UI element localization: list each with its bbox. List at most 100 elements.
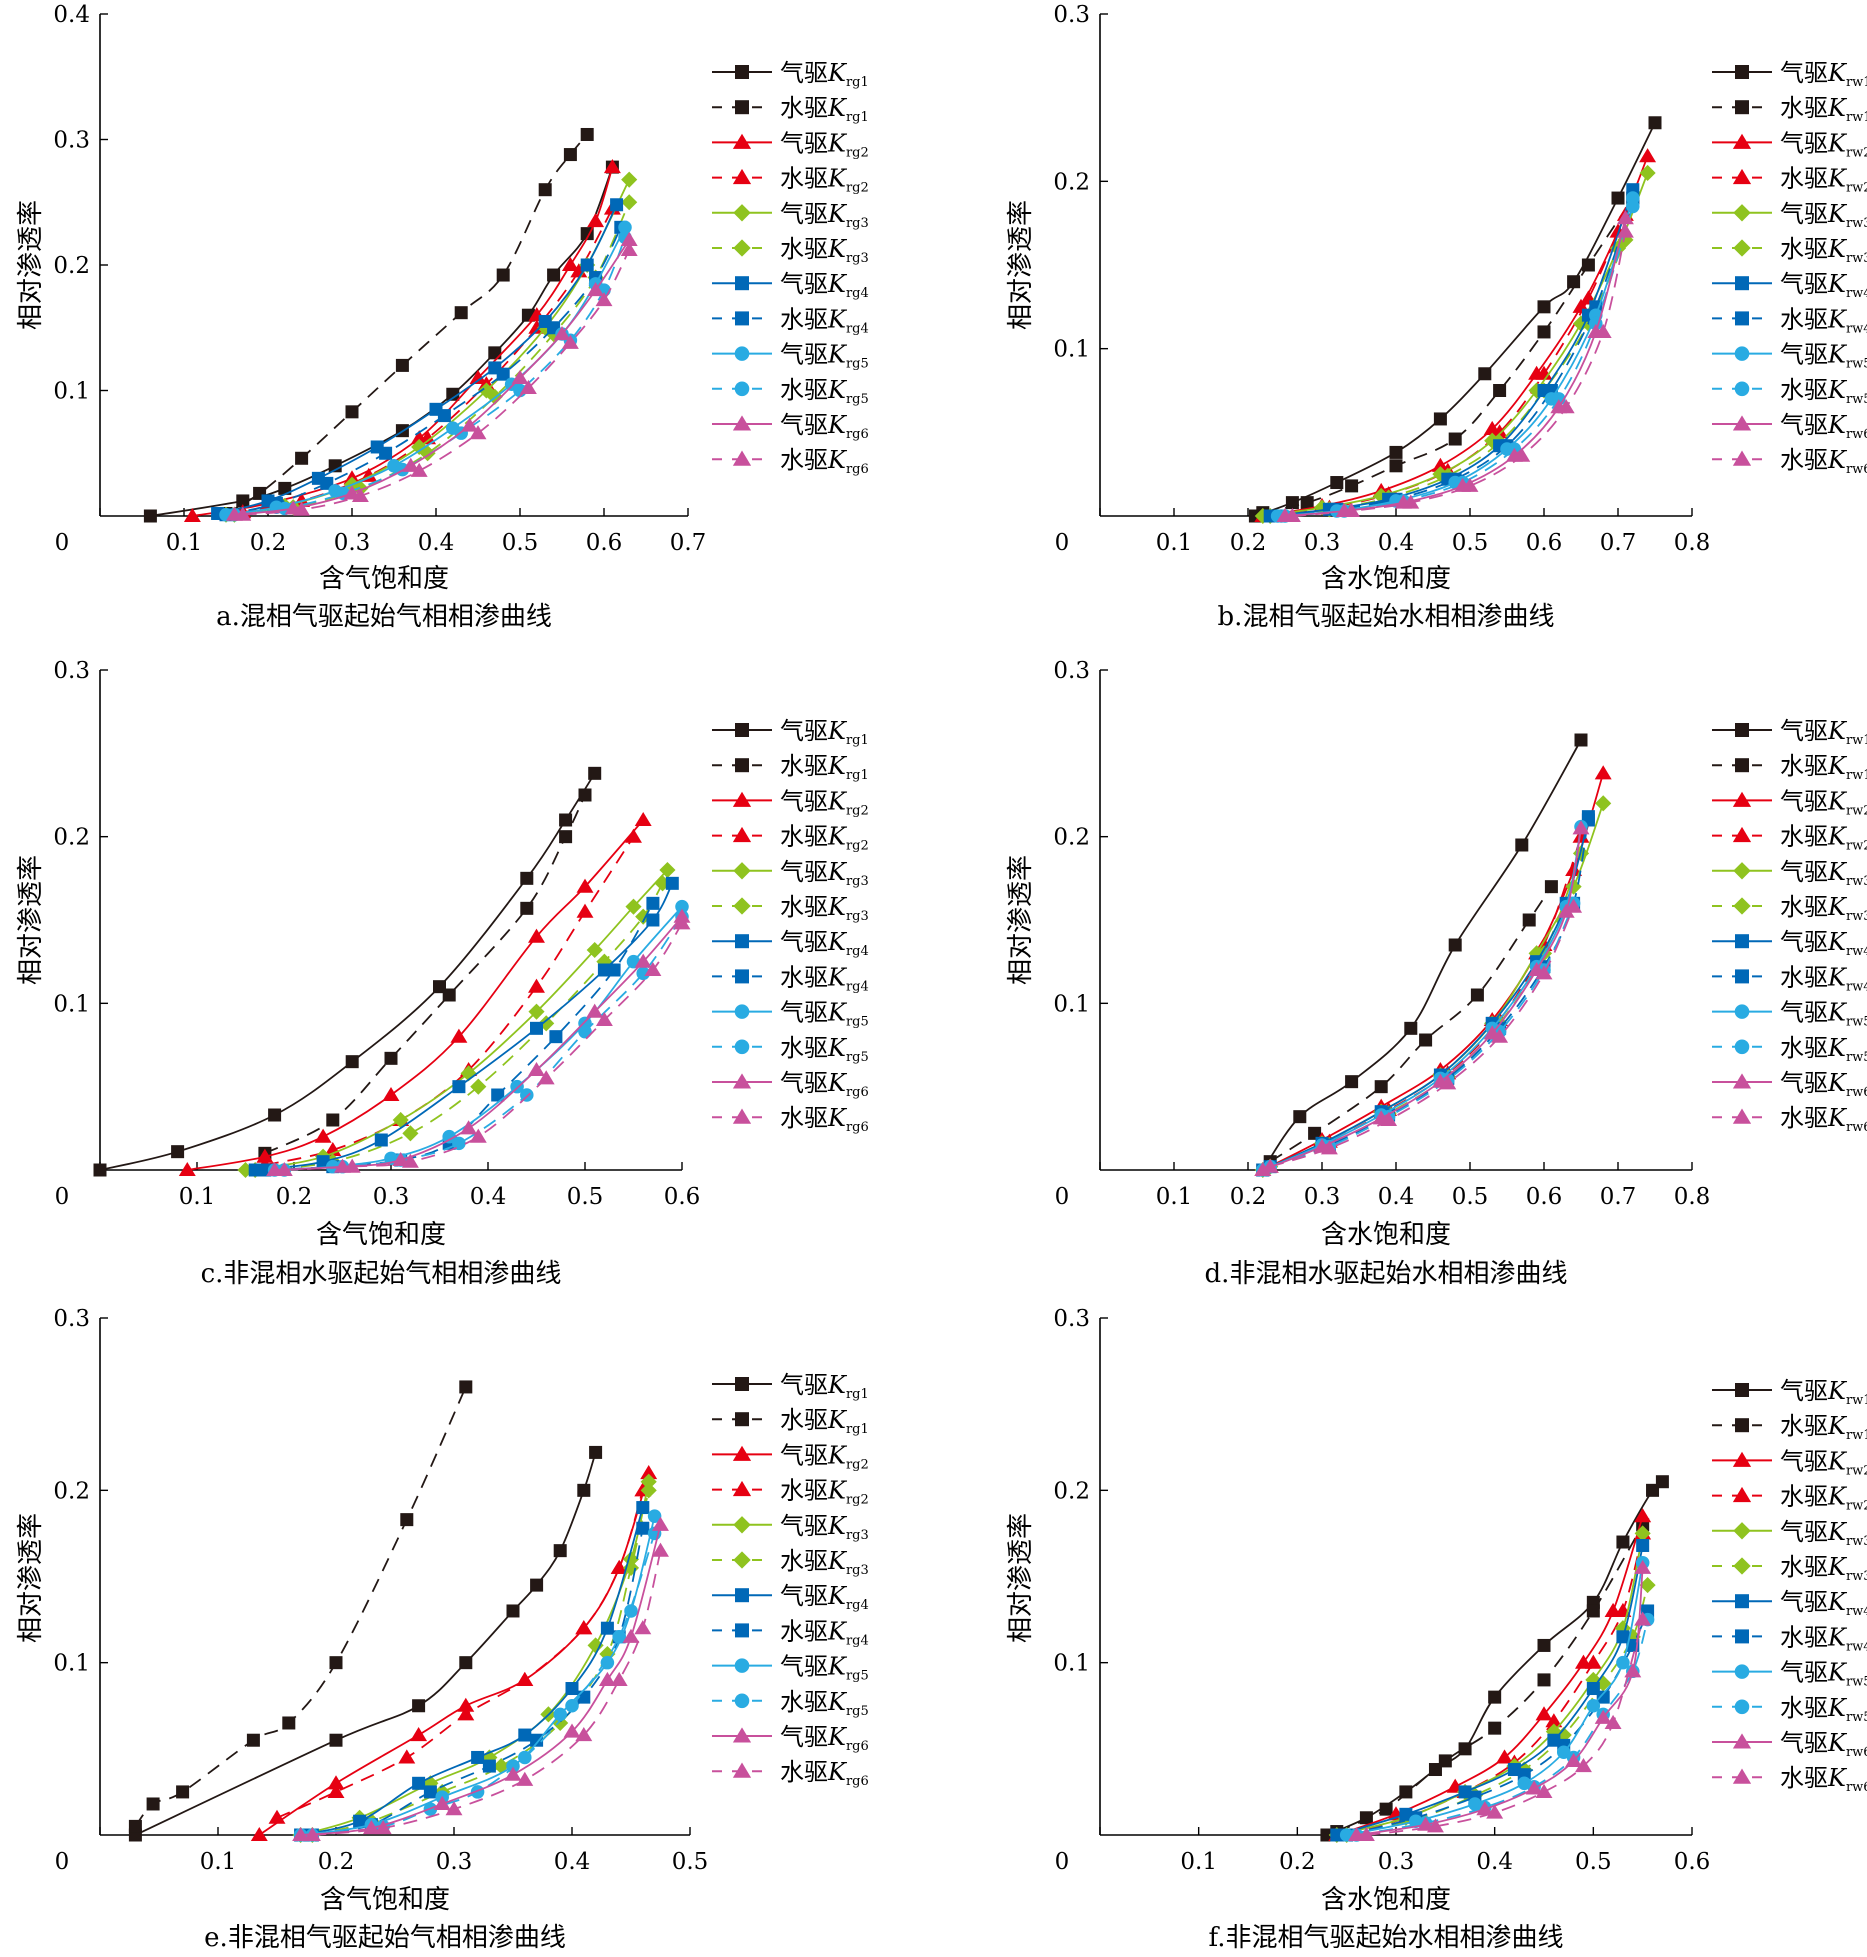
data-point bbox=[1448, 938, 1462, 952]
data-point bbox=[528, 1061, 545, 1077]
data-point bbox=[1404, 1021, 1418, 1035]
legend-item: 气驱Krg6 bbox=[712, 1723, 869, 1754]
legend-label: 气驱Krw6 bbox=[1780, 1729, 1867, 1760]
data-point bbox=[1438, 1754, 1452, 1768]
legend-marker bbox=[1735, 100, 1749, 115]
legend-label: 气驱Krg1 bbox=[780, 1371, 869, 1402]
legend-item: 水驱Krw3 bbox=[1712, 235, 1867, 266]
data-point bbox=[282, 1716, 296, 1730]
legend-label: 气驱Krw4 bbox=[1780, 270, 1867, 301]
y-tick-label: 0.3 bbox=[1053, 2, 1090, 28]
legend-marker bbox=[1734, 381, 1750, 397]
data-point bbox=[625, 828, 642, 843]
data-point bbox=[400, 1513, 414, 1527]
data-point bbox=[1417, 1816, 1435, 1831]
data-point bbox=[1308, 1126, 1322, 1140]
data-point bbox=[622, 1628, 640, 1643]
data-point bbox=[640, 1465, 658, 1480]
data-point bbox=[1537, 1638, 1551, 1652]
legend-marker bbox=[732, 1727, 752, 1743]
x-axis-label: 含气饱和度 bbox=[316, 1220, 446, 1250]
legend-marker bbox=[735, 100, 749, 115]
series-line bbox=[1269, 816, 1590, 1168]
data-point bbox=[634, 811, 652, 827]
data-point bbox=[423, 1785, 437, 1799]
data-point bbox=[586, 1003, 604, 1018]
legend-label: 气驱Krg3 bbox=[780, 858, 869, 889]
x-tick-label: 0.3 bbox=[334, 530, 371, 556]
x-tick-label: 0.5 bbox=[502, 530, 539, 556]
y-tick-label: 0.2 bbox=[1053, 1478, 1090, 1504]
legend: 气驱Krg1 水驱Krg1 气驱Krg2 水驱Krg2 气驱Krg3 水驱Krg3 气驱Kr… bbox=[712, 1371, 869, 1789]
x-tick-label: 0.2 bbox=[250, 530, 287, 556]
data-point bbox=[665, 876, 679, 890]
data-point bbox=[246, 1733, 260, 1747]
data-point bbox=[1594, 323, 1612, 338]
data-point bbox=[1611, 191, 1625, 205]
data-point bbox=[586, 941, 603, 959]
data-point bbox=[520, 871, 534, 885]
x-tick-label: 0.3 bbox=[1304, 1184, 1341, 1210]
legend-marker bbox=[734, 1658, 750, 1673]
data-point bbox=[314, 1128, 332, 1143]
data-point bbox=[636, 1521, 650, 1535]
legend-marker bbox=[1732, 133, 1752, 149]
legend-label: 水驱Krw6 bbox=[1780, 446, 1867, 477]
legend-label: 气驱Krw3 bbox=[1780, 200, 1867, 231]
data-point bbox=[1616, 223, 1634, 238]
data-point bbox=[345, 1055, 359, 1069]
legend-item: 水驱Krw4 bbox=[1712, 963, 1867, 994]
data-point bbox=[491, 1088, 505, 1102]
data-point bbox=[634, 953, 652, 968]
legend-item: 气驱Krw3 bbox=[1712, 1518, 1867, 1549]
data-point bbox=[275, 1161, 293, 1177]
x-tick-label: 0.5 bbox=[1452, 530, 1489, 556]
legend-label: 水驱Krg3 bbox=[780, 893, 869, 924]
series-水驱-rg1 bbox=[128, 1380, 473, 1833]
data-point bbox=[1486, 1804, 1504, 1819]
data-point bbox=[442, 1129, 456, 1144]
chart-panel-4: 0 0.1 0.2 0.3 0.4 0.5 0.6 0.7 0.8 0.1 0.2 0.3 相对渗透率含… bbox=[1006, 658, 1867, 1289]
data-point bbox=[470, 1078, 487, 1095]
data-point bbox=[588, 766, 602, 780]
legend-marker bbox=[1734, 1699, 1750, 1715]
legend-label: 水驱Krw2 bbox=[1780, 165, 1867, 196]
data-point bbox=[547, 268, 561, 282]
x-tick-label: 0 bbox=[1055, 1184, 1070, 1210]
data-point bbox=[587, 1637, 604, 1654]
series-line bbox=[312, 1550, 662, 1836]
legend-label: 气驱Krw5 bbox=[1780, 341, 1867, 372]
legend-item: 水驱Krg6 bbox=[712, 1104, 869, 1135]
y-tick-label: 0.1 bbox=[53, 379, 90, 405]
legend-item: 气驱Krg2 bbox=[712, 129, 869, 160]
series-line bbox=[1262, 773, 1605, 1171]
data-point bbox=[1283, 507, 1301, 523]
legend-item: 水驱Krw2 bbox=[1712, 823, 1867, 854]
data-point bbox=[374, 1820, 392, 1835]
legend-marker bbox=[735, 1377, 749, 1391]
legend-item: 水驱Krg2 bbox=[712, 165, 869, 196]
data-point bbox=[1496, 1749, 1513, 1764]
data-point bbox=[607, 963, 621, 977]
series-line bbox=[255, 882, 664, 1171]
legend-marker bbox=[1735, 276, 1749, 291]
series-水驱-rw4 bbox=[1271, 191, 1640, 523]
series-气驱-rg6 bbox=[292, 1516, 669, 1842]
data-point bbox=[625, 898, 642, 915]
data-point bbox=[1586, 1698, 1601, 1713]
data-point bbox=[646, 913, 660, 927]
legend-label: 水驱Krw6 bbox=[1780, 1764, 1867, 1795]
data-point bbox=[640, 1473, 657, 1490]
data-point bbox=[553, 1544, 567, 1558]
data-point bbox=[1488, 1721, 1502, 1735]
data-point bbox=[1300, 496, 1314, 510]
legend-marker bbox=[735, 276, 749, 291]
legend-marker bbox=[733, 897, 751, 915]
legend-item: 气驱Krw5 bbox=[1712, 999, 1867, 1030]
data-point bbox=[578, 1024, 592, 1039]
data-point bbox=[518, 1750, 532, 1765]
data-point bbox=[459, 1380, 473, 1394]
data-point bbox=[621, 171, 638, 188]
series-气驱-rw3 bbox=[1254, 164, 1656, 525]
legend-marker bbox=[734, 346, 750, 361]
